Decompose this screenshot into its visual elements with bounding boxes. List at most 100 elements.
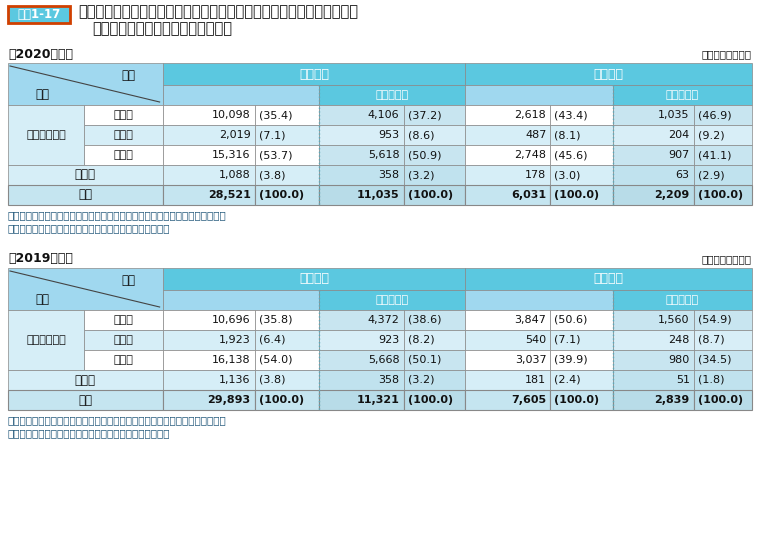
Bar (465, 370, 550, 390)
Bar (550, 105, 613, 125)
Bar (694, 185, 752, 205)
Bar (319, 145, 404, 165)
Bar (613, 350, 694, 370)
Text: (54.9): (54.9) (698, 315, 731, 325)
Bar (465, 125, 550, 145)
Text: (100.0): (100.0) (698, 395, 743, 405)
Bar (255, 145, 319, 165)
Text: うち女性数: うち女性数 (375, 90, 409, 100)
Text: 11,035: 11,035 (357, 190, 400, 200)
Text: (35.4): (35.4) (258, 110, 292, 120)
Bar (163, 125, 255, 145)
Bar (404, 125, 465, 145)
Bar (163, 185, 255, 205)
Bar (613, 330, 694, 350)
Text: 51: 51 (676, 375, 690, 385)
Bar (319, 290, 465, 310)
Text: 大学・大学院: 大学・大学院 (27, 335, 66, 345)
Bar (613, 105, 694, 125)
Text: （2020年度）: （2020年度） (8, 48, 73, 60)
Bar (8, 370, 163, 390)
Text: (50.6): (50.6) (554, 315, 587, 325)
Text: 2,019: 2,019 (219, 130, 251, 140)
Text: (35.8): (35.8) (258, 315, 292, 325)
Text: (8.2): (8.2) (407, 335, 434, 345)
Text: (34.5): (34.5) (698, 355, 731, 365)
Text: 2,209: 2,209 (654, 190, 690, 200)
Text: （単位：人、％）: （単位：人、％） (702, 49, 752, 59)
Bar (163, 290, 319, 310)
Text: (100.0): (100.0) (258, 190, 304, 200)
Text: (38.6): (38.6) (407, 315, 441, 325)
Bar (613, 165, 694, 185)
Bar (694, 310, 752, 330)
Text: 923: 923 (378, 335, 400, 345)
Text: (53.7): (53.7) (258, 150, 292, 160)
Bar (465, 85, 613, 105)
Text: 資料1-17: 資料1-17 (17, 8, 61, 21)
Bar (84, 105, 163, 125)
Bar (465, 105, 550, 125)
Bar (694, 350, 752, 370)
Text: (100.0): (100.0) (407, 395, 453, 405)
Bar (255, 390, 319, 410)
Bar (163, 370, 255, 390)
Bar (319, 185, 404, 205)
Bar (163, 85, 319, 105)
Text: 11,321: 11,321 (356, 395, 400, 405)
Bar (255, 350, 319, 370)
Bar (255, 370, 319, 390)
Bar (84, 350, 163, 370)
Bar (550, 330, 613, 350)
Text: （含大学院）別申込者数・合格者数: （含大学院）別申込者数・合格者数 (92, 21, 232, 36)
Text: 私　立: 私 立 (113, 355, 133, 365)
Bar (465, 290, 613, 310)
Text: (7.1): (7.1) (258, 130, 285, 140)
Text: 4,106: 4,106 (368, 110, 400, 120)
Text: 358: 358 (378, 375, 400, 385)
Bar (404, 330, 465, 350)
Text: (50.9): (50.9) (407, 150, 441, 160)
Bar (8, 6, 70, 23)
Text: 487: 487 (525, 130, 546, 140)
Text: 4,372: 4,372 (368, 315, 400, 325)
Text: ２「その他」は、短大・高専、外国の大学等である。: ２「その他」は、短大・高専、外国の大学等である。 (8, 223, 170, 233)
Text: (3.0): (3.0) (554, 170, 581, 180)
Text: 申込者数: 申込者数 (299, 67, 329, 80)
Text: 5,668: 5,668 (368, 355, 400, 365)
Bar (8, 390, 163, 410)
Text: (100.0): (100.0) (407, 190, 453, 200)
Bar (465, 330, 550, 350)
Bar (694, 165, 752, 185)
Bar (163, 390, 255, 410)
Text: 国家公務員採用一般職試験（大卒程度試験）の国・公・私立別出身大学: 国家公務員採用一般職試験（大卒程度試験）の国・公・私立別出身大学 (78, 4, 358, 19)
Bar (84, 330, 163, 350)
Bar (694, 145, 752, 165)
Bar (8, 268, 163, 310)
Text: 7,605: 7,605 (511, 395, 546, 405)
Bar (163, 330, 255, 350)
Bar (613, 125, 694, 145)
Text: (3.2): (3.2) (407, 170, 434, 180)
Text: 28,521: 28,521 (207, 190, 251, 200)
Text: (100.0): (100.0) (554, 190, 600, 200)
Bar (465, 350, 550, 370)
Text: 1,560: 1,560 (658, 315, 690, 325)
Bar (163, 105, 255, 125)
Text: 540: 540 (525, 335, 546, 345)
Text: 項目: 項目 (122, 274, 135, 287)
Text: 国　立: 国 立 (113, 315, 133, 325)
Text: 合格者数: 合格者数 (594, 272, 623, 286)
Bar (404, 185, 465, 205)
Bar (694, 370, 752, 390)
Bar (84, 310, 163, 330)
Text: その他: その他 (74, 169, 96, 181)
Bar (613, 185, 694, 205)
Bar (319, 105, 404, 125)
Bar (613, 390, 694, 410)
Bar (550, 125, 613, 145)
Bar (550, 310, 613, 330)
Text: うち女性数: うち女性数 (375, 295, 409, 305)
Text: 953: 953 (378, 130, 400, 140)
Text: 学歴: 学歴 (35, 88, 49, 101)
